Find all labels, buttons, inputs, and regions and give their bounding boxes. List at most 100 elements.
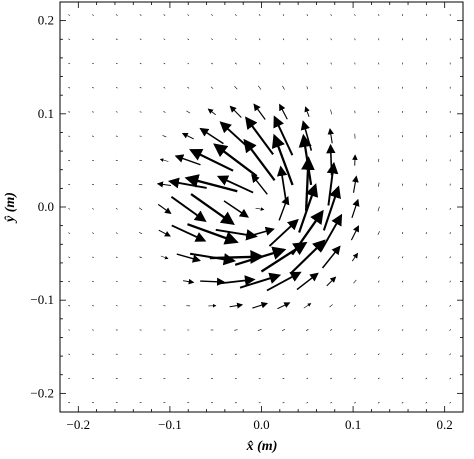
field-arrow [273,115,294,156]
field-arrow [330,401,333,404]
field-arrow [258,62,261,65]
field-arrow [271,133,294,186]
field-arrow [330,86,332,89]
field-arrow [68,329,71,331]
field-arrow [304,106,310,117]
field-arrow [158,229,171,237]
field-arrow [200,277,226,286]
field-arrow [163,86,166,89]
field-arrow [68,208,71,210]
field-arrow [92,208,94,210]
field-arrow [266,271,302,292]
field-arrow [425,256,428,259]
field-arrow [211,38,213,41]
field-arrow [330,109,332,115]
field-arrow [425,353,428,356]
field-arrow [68,14,71,16]
field-arrow [163,14,166,16]
field-arrow [330,38,332,41]
field-arrow [68,62,71,65]
field-arrow [210,86,214,89]
field-arrow [353,279,357,284]
x-axis-label: x̂ (m) [246,439,278,454]
field-arrow [159,158,169,162]
field-arrow [305,329,309,331]
field-arrow [243,138,276,181]
field-arrow [229,302,244,309]
field-arrow [449,256,451,259]
field-arrow [425,207,427,210]
field-arrow [306,14,308,17]
field-arrow [377,401,380,404]
field-arrow [282,353,285,355]
field-arrow [115,14,118,16]
field-arrow [207,108,216,116]
y-tick-label: −0.1 [30,292,54,307]
field-arrow [92,305,94,307]
field-arrow [354,14,356,17]
field-arrow [351,252,359,262]
field-arrow [190,193,235,225]
field-arrow [156,181,172,188]
field-arrow [268,218,299,247]
field-arrow [306,377,309,380]
field-arrow [354,329,356,331]
field-arrow [138,232,143,235]
x-tick-label: −0.1 [158,417,182,432]
field-arrow [229,105,242,118]
field-arrow [139,280,142,283]
field-arrow [139,38,142,41]
field-arrow [258,353,261,355]
field-arrow [157,203,172,214]
field-arrow [139,14,142,16]
field-arrow [282,85,285,90]
field-arrow [449,207,451,210]
field-arrow [401,207,404,210]
field-arrow [401,401,404,404]
field-arrow [68,256,71,259]
field-arrow [354,38,356,41]
field-arrow [235,38,237,41]
field-arrow [326,276,337,287]
field-arrow [322,185,341,231]
field-arrow [115,62,118,65]
field-arrow [92,62,94,65]
field-arrow [354,353,356,356]
field-arrow [174,154,201,166]
field-arrow [92,87,94,89]
field-arrow [68,280,71,283]
field-arrow [377,304,380,307]
field-arrow [253,103,266,120]
field-arrow [449,304,451,307]
field-arrow [330,329,333,331]
field-arrow [163,38,166,41]
field-arrow [115,135,118,137]
field-arrow [282,377,285,380]
field-arrow [425,280,428,283]
field-arrow [377,377,380,380]
field-arrow [139,111,142,113]
field-arrow [258,14,261,16]
field-arrow [258,402,261,404]
field-arrow [219,121,252,151]
field-arrow [187,223,239,245]
field-arrow [401,353,404,356]
field-arrow [260,241,308,273]
field-arrow [162,135,167,138]
axis-tick-labels: −0.2 −0.1 0.0 0.1 0.2 −0.2 −0.1 0.0 0.1 0.2 [30,13,452,432]
field-arrow [213,143,258,178]
field-arrow [289,239,326,275]
field-arrow [300,120,313,151]
field-arrow [279,103,288,120]
field-arrow [92,111,94,113]
y-axis-label: ŷ (m) [3,192,18,224]
field-arrow [449,280,451,283]
field-arrow [68,38,71,40]
field-arrow [330,353,333,355]
field-arrow [163,111,166,113]
x-tick-label: 0.1 [345,417,361,432]
field-arrow [425,329,428,331]
field-arrow [330,62,332,65]
field-arrow [182,278,195,285]
field-arrow [251,173,268,195]
